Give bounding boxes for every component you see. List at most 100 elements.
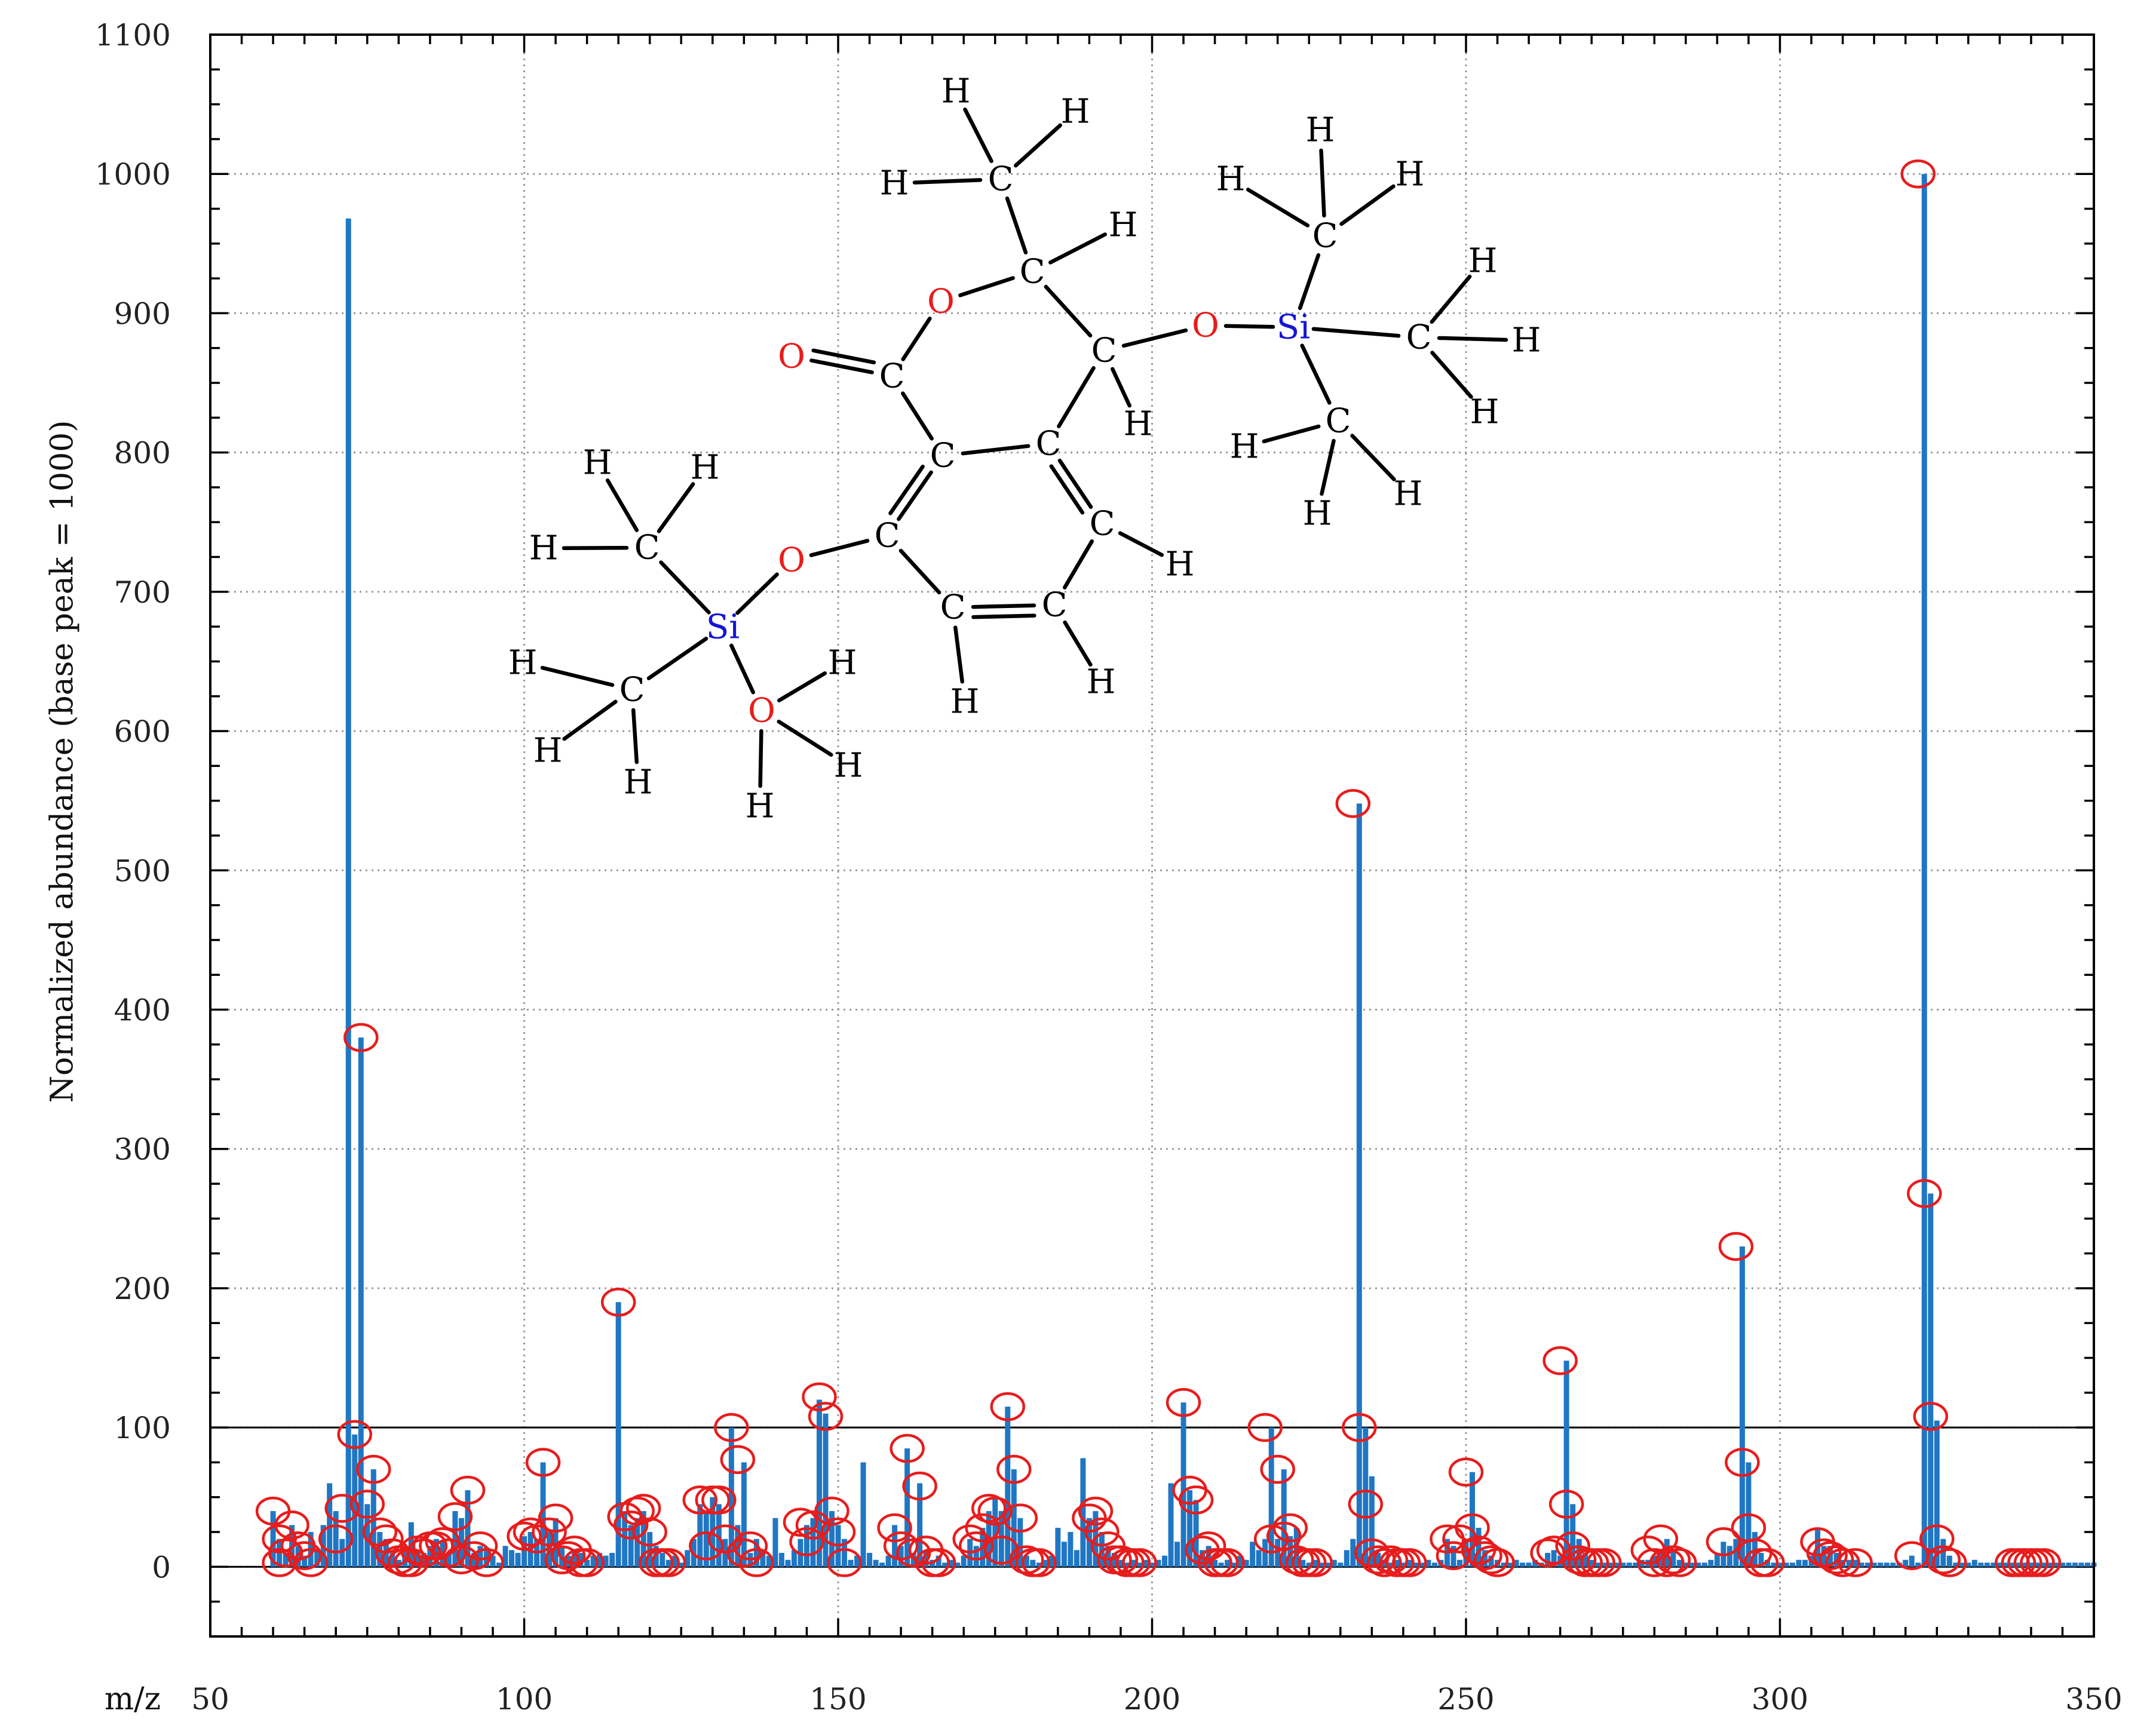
structure-bond bbox=[1319, 148, 1326, 218]
structure-bond bbox=[1044, 284, 1093, 338]
peak-bar bbox=[842, 1539, 848, 1567]
peak-bar bbox=[778, 1553, 784, 1567]
structure-bond bbox=[1063, 620, 1093, 667]
peak-bar bbox=[1953, 1562, 1959, 1567]
structure-atom: O bbox=[748, 692, 775, 730]
peak-bar bbox=[496, 1562, 502, 1567]
structure-atom: H bbox=[533, 732, 563, 770]
peak-bar bbox=[791, 1550, 797, 1567]
peak-bar bbox=[2053, 1562, 2059, 1567]
peak-bar bbox=[1155, 1559, 1161, 1567]
structure-bond bbox=[1111, 367, 1131, 408]
peak-bar bbox=[597, 1553, 603, 1567]
peak-bar bbox=[1878, 1562, 1884, 1567]
structure-bond bbox=[657, 482, 695, 533]
structure-atom: H bbox=[1061, 93, 1090, 131]
peak-marker bbox=[720, 1445, 756, 1475]
peak-marker bbox=[1900, 159, 1936, 189]
y-tick-label: 0 bbox=[152, 1550, 171, 1584]
peak-bar bbox=[1312, 1559, 1318, 1567]
structure-bond bbox=[1005, 196, 1028, 255]
peak-bar bbox=[1884, 1562, 1890, 1567]
peak-bar bbox=[2066, 1562, 2072, 1567]
peak-bar bbox=[766, 1555, 772, 1567]
structure-bond bbox=[540, 665, 615, 687]
peak-bar bbox=[415, 1550, 421, 1567]
peak-bar bbox=[873, 1559, 879, 1567]
peak-marker bbox=[1367, 1548, 1402, 1577]
peak-bar bbox=[672, 1555, 678, 1567]
peak-bar bbox=[1620, 1562, 1626, 1567]
peak-marker bbox=[952, 1524, 987, 1553]
peak-marker bbox=[513, 1517, 548, 1547]
peak-bar bbox=[1061, 1541, 1067, 1567]
peak-bar bbox=[1739, 1246, 1745, 1567]
structure-bond bbox=[1062, 539, 1094, 589]
peak-marker bbox=[1643, 1524, 1679, 1553]
peak-bar bbox=[1726, 1546, 1732, 1567]
peak-bar bbox=[1011, 1469, 1017, 1567]
y-tick-label: 700 bbox=[114, 575, 171, 610]
peak-marker bbox=[1932, 1548, 1967, 1577]
structure-atom: H bbox=[941, 72, 971, 111]
peak-bar bbox=[1689, 1562, 1695, 1567]
structure-bond bbox=[1430, 351, 1473, 399]
peak-marker bbox=[1210, 1548, 1245, 1577]
peak-marker bbox=[651, 1548, 686, 1577]
peak-bar bbox=[1394, 1559, 1400, 1567]
peak-bar bbox=[1470, 1472, 1476, 1567]
peak-bar bbox=[634, 1518, 640, 1567]
peak-markers bbox=[255, 159, 2062, 1577]
peak-marker bbox=[977, 1496, 1013, 1526]
structure-atom: H bbox=[508, 644, 538, 683]
peak-marker bbox=[1706, 1527, 1741, 1556]
structure-bond bbox=[605, 478, 639, 532]
structure-atom: C bbox=[930, 437, 956, 475]
peak-bar bbox=[1946, 1555, 1952, 1567]
peak-bar bbox=[1790, 1562, 1796, 1567]
peak-bar bbox=[1934, 1420, 1940, 1567]
structure-atom: H bbox=[1124, 405, 1153, 444]
peak-bar bbox=[421, 1553, 427, 1567]
structure-atom: C bbox=[619, 671, 645, 710]
peak-marker bbox=[1455, 1513, 1490, 1543]
tick-labels: 50 100 150 200 250 300 350 0 100 200 300 400 500 600 7… bbox=[95, 18, 2123, 1716]
peak-bar bbox=[829, 1511, 835, 1567]
peak-marker bbox=[1838, 1548, 1873, 1577]
peak-bar bbox=[2084, 1562, 2090, 1567]
peak-bar bbox=[1055, 1528, 1061, 1567]
peak-bar bbox=[377, 1532, 383, 1567]
structure-bond bbox=[897, 470, 933, 521]
peak-marker bbox=[1122, 1548, 1157, 1577]
peak-bar bbox=[1796, 1559, 1802, 1567]
peak-bar bbox=[1764, 1559, 1770, 1567]
structure-atom: H bbox=[1512, 321, 1541, 360]
structure-atom: Si bbox=[706, 608, 740, 647]
peak-bar bbox=[1865, 1562, 1871, 1567]
peak-bar bbox=[2047, 1562, 2053, 1567]
peak-bar bbox=[1563, 1361, 1569, 1567]
structure-atom: C bbox=[1326, 402, 1351, 441]
peak-bar bbox=[1909, 1555, 1915, 1567]
structure-bond bbox=[777, 671, 827, 702]
peak-bar bbox=[1086, 1518, 1092, 1567]
peak-bar bbox=[2022, 1562, 2028, 1567]
peak-bar bbox=[2016, 1562, 2022, 1567]
peak-marker bbox=[689, 1531, 724, 1561]
peak-marker bbox=[732, 1531, 768, 1561]
peak-marker bbox=[1750, 1548, 1785, 1577]
peak-bar bbox=[502, 1546, 508, 1567]
structure-bond bbox=[1057, 366, 1096, 429]
peak-marker bbox=[1178, 1485, 1214, 1515]
structure-atom: O bbox=[927, 282, 955, 321]
peak-marker bbox=[1260, 1454, 1295, 1484]
peak-bar bbox=[923, 1550, 929, 1567]
x-tick-label: 50 bbox=[191, 1682, 229, 1716]
peak-bar bbox=[1928, 1193, 1934, 1567]
peak-bar bbox=[1601, 1562, 1607, 1567]
structure-atom: H bbox=[1396, 155, 1425, 194]
peak-marker bbox=[1373, 1545, 1409, 1574]
structure-bond bbox=[1262, 424, 1321, 444]
structure-bond bbox=[953, 625, 964, 684]
